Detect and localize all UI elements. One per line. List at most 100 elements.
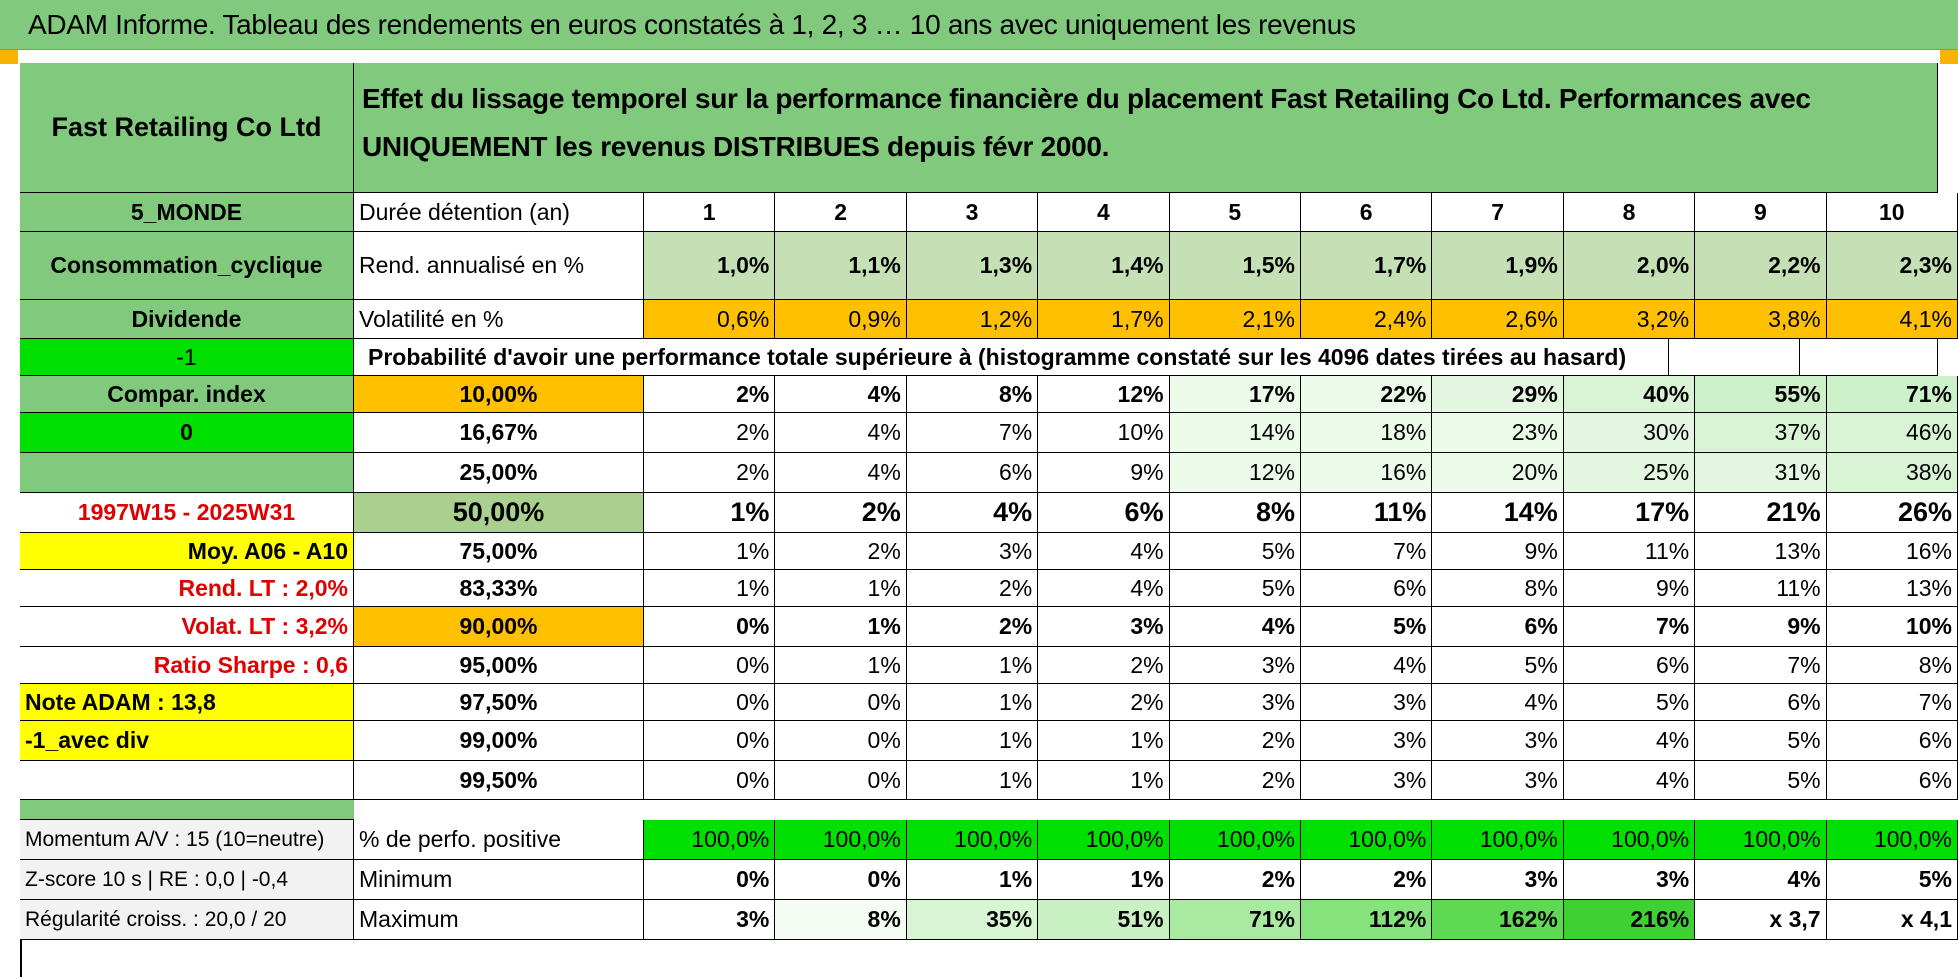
- probability-value: 10%: [1038, 413, 1170, 453]
- probability-value: 6%: [1826, 761, 1958, 800]
- probability-value: 2%: [1038, 684, 1170, 721]
- probability-value: 14%: [1432, 493, 1564, 533]
- empty-cell: [1669, 339, 1800, 376]
- probability-value: 5%: [1169, 570, 1301, 607]
- probability-value: 1%: [644, 570, 776, 607]
- dividend-label: Dividende: [20, 300, 354, 339]
- probability-value: 11%: [1301, 493, 1433, 533]
- probability-value: 5%: [1695, 761, 1827, 800]
- probability-value: 4%: [1563, 761, 1696, 800]
- duree-label: Durée détention (an): [354, 193, 644, 232]
- probability-value: 6%: [1826, 721, 1958, 761]
- max-value: 51%: [1038, 900, 1170, 940]
- probability-value: 3%: [1169, 647, 1301, 684]
- probability-level: 16,67%: [354, 413, 644, 453]
- probability-value: 13%: [1695, 533, 1827, 570]
- probability-value: 2%: [906, 607, 1039, 647]
- probability-value: 7%: [1563, 607, 1696, 647]
- year-header: 9: [1695, 193, 1827, 232]
- sharpe-label: Ratio Sharpe : 0,6: [20, 647, 354, 684]
- probability-value: 7%: [1695, 647, 1827, 684]
- probability-value: 20%: [1432, 453, 1564, 493]
- probability-level: 99,50%: [354, 761, 644, 800]
- probability-value: 2%: [644, 413, 776, 453]
- vol-value: 4,1%: [1826, 300, 1958, 339]
- year-header: 2: [775, 193, 907, 232]
- probability-value: 2%: [1038, 647, 1170, 684]
- probability-value: 29%: [1432, 376, 1564, 413]
- min-value: 0%: [644, 860, 776, 900]
- year-header: 7: [1432, 193, 1564, 232]
- rend-lt-label: Rend. LT : 2,0%: [20, 570, 354, 607]
- probability-value: 9%: [1432, 533, 1564, 570]
- minus-one-value: -1: [20, 339, 354, 376]
- probability-value: 4%: [775, 453, 907, 493]
- probability-value: 9%: [1695, 607, 1827, 647]
- probability-value: 11%: [1563, 533, 1696, 570]
- header-description-cell: Effet du lissage temporel sur la perform…: [354, 63, 1938, 193]
- probability-value: 40%: [1563, 376, 1696, 413]
- max-value: 71%: [1169, 900, 1301, 940]
- volat-lt-label: Volat. LT : 3,2%: [20, 607, 354, 647]
- probability-value: 55%: [1695, 376, 1827, 413]
- vol-value: 2,6%: [1432, 300, 1564, 339]
- probability-level: 95,00%: [354, 647, 644, 684]
- rend-value: 1,3%: [906, 232, 1039, 300]
- probability-value: 17%: [1169, 376, 1301, 413]
- momentum-label: Momentum A/V : 15 (10=neutre): [20, 820, 354, 860]
- probability-value: 13%: [1826, 570, 1958, 607]
- header-description: Effet du lissage temporel sur la perform…: [362, 83, 1811, 162]
- max-value: 8%: [775, 900, 907, 940]
- rend-value: 1,9%: [1432, 232, 1564, 300]
- probability-level: 83,33%: [354, 570, 644, 607]
- probability-value: 1%: [644, 493, 776, 533]
- min-value: 2%: [1169, 860, 1301, 900]
- min-label: Minimum: [354, 860, 644, 900]
- probability-value: 8%: [1432, 570, 1564, 607]
- vol-value: 0,6%: [644, 300, 776, 339]
- probability-value: 12%: [1169, 453, 1301, 493]
- probability-value: 17%: [1563, 493, 1696, 533]
- probability-value: 1%: [775, 570, 907, 607]
- probability-value: 3%: [1169, 684, 1301, 721]
- pct-value: 100,0%: [1695, 820, 1827, 860]
- probability-value: 1%: [775, 607, 907, 647]
- performance-table: Fast Retailing Co Ltd Effet du lissage t…: [20, 63, 1958, 977]
- probability-value: 5%: [1169, 533, 1301, 570]
- probability-value: 2%: [775, 533, 907, 570]
- report-title: ADAM Informe. Tableau des rendements en …: [0, 0, 1958, 50]
- vol-value: 2,4%: [1301, 300, 1433, 339]
- probability-value: 6%: [1432, 607, 1564, 647]
- corner-marker-right: [1940, 50, 1958, 64]
- probability-value: 4%: [1038, 533, 1170, 570]
- probability-value: 4%: [1169, 607, 1301, 647]
- probability-value: 31%: [1695, 453, 1827, 493]
- pct-value: 100,0%: [775, 820, 907, 860]
- pct-value: 100,0%: [906, 820, 1039, 860]
- probability-value: 14%: [1169, 413, 1301, 453]
- pct-value: 100,0%: [1563, 820, 1696, 860]
- pct-label: % de perfo. positive: [354, 820, 644, 860]
- probability-value: 6%: [1563, 647, 1696, 684]
- rend-label: Rend. annualisé en %: [354, 232, 644, 300]
- probability-value: 8%: [906, 376, 1039, 413]
- probability-value: 22%: [1301, 376, 1433, 413]
- probability-level: 97,50%: [354, 684, 644, 721]
- probability-value: 71%: [1826, 376, 1958, 413]
- max-label: Maximum: [354, 900, 644, 940]
- zero-value: 0: [20, 413, 354, 453]
- probability-value: 3%: [1432, 761, 1564, 800]
- probability-value: 11%: [1695, 570, 1827, 607]
- probability-value: 2%: [906, 570, 1039, 607]
- min-value: 1%: [906, 860, 1039, 900]
- probability-value: 4%: [1301, 647, 1433, 684]
- probability-value: 38%: [1826, 453, 1958, 493]
- vol-value: 0,9%: [775, 300, 907, 339]
- probability-value: 16%: [1301, 453, 1433, 493]
- min-value: 2%: [1301, 860, 1433, 900]
- probability-value: 30%: [1563, 413, 1696, 453]
- probability-value: 5%: [1432, 647, 1564, 684]
- probability-value: 1%: [1038, 761, 1170, 800]
- probability-value: 1%: [906, 721, 1039, 761]
- probability-level: 90,00%: [354, 607, 644, 647]
